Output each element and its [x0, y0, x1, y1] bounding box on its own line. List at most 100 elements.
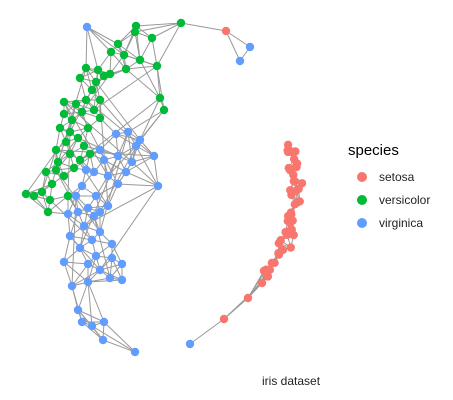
node-setosa: [295, 197, 304, 206]
chart-caption: iris dataset: [262, 374, 321, 388]
node-virginica: [103, 171, 113, 181]
node-setosa: [286, 185, 295, 195]
graph-edge: [69, 211, 79, 237]
node-setosa: [221, 26, 231, 36]
node-virginica: [130, 347, 140, 357]
node-virginica: [91, 191, 101, 201]
legend-key-virginica: [357, 217, 367, 228]
legend-title: species: [348, 142, 399, 159]
node-versicolor: [43, 207, 53, 217]
node-virginica: [121, 167, 131, 177]
node-versicolor: [147, 33, 157, 43]
legend-key-setosa: [357, 171, 367, 182]
graph-edge: [153, 155, 159, 187]
node-versicolor: [87, 85, 97, 95]
graph-edge: [135, 145, 159, 187]
node-versicolor: [29, 191, 39, 201]
node-versicolor: [75, 73, 85, 83]
graph-edge: [86, 26, 119, 45]
graph-edge: [117, 43, 141, 61]
graph-edge: [151, 22, 182, 39]
node-virginica: [99, 155, 109, 165]
node-versicolor: [159, 105, 169, 115]
node-setosa: [289, 176, 299, 186]
node-versicolor: [89, 105, 99, 115]
legend-label-virginica: virginica: [379, 215, 424, 230]
node-versicolor: [59, 109, 69, 119]
node-virginica: [65, 231, 75, 241]
node-virginica: [95, 207, 105, 217]
node-versicolor: [135, 55, 145, 65]
graph-edge: [125, 65, 158, 70]
node-virginica: [245, 42, 255, 52]
node-setosa: [261, 265, 271, 274]
node-virginica: [185, 339, 195, 349]
node-virginica: [71, 191, 81, 201]
node-virginica: [87, 321, 97, 331]
graph-edge: [63, 101, 109, 177]
graph-edge: [85, 26, 88, 69]
node-virginica: [123, 127, 133, 137]
node-virginica: [95, 265, 105, 275]
node-virginica: [127, 157, 137, 167]
legend-item-virginica: virginica: [348, 211, 448, 234]
node-versicolor: [152, 61, 162, 71]
graph-edge: [69, 235, 101, 271]
graph-edge: [77, 309, 105, 323]
node-versicolor: [47, 179, 57, 189]
graph-edge: [87, 281, 105, 323]
edge-layer: [25, 22, 303, 353]
node-setosa: [289, 154, 299, 164]
node-versicolor: [93, 65, 103, 75]
graph-edge: [156, 22, 182, 67]
graph-edge: [180, 22, 227, 32]
node-setosa: [281, 227, 290, 237]
node-versicolor: [131, 21, 141, 31]
node-virginica: [111, 129, 121, 139]
graph-edge: [63, 101, 133, 163]
node-versicolor: [155, 93, 165, 103]
node-virginica: [95, 145, 105, 155]
node-versicolor: [21, 189, 31, 199]
graph-edge: [79, 155, 119, 249]
graph-edge: [151, 37, 158, 67]
graph-edge: [99, 99, 129, 133]
graph-edge: [75, 103, 119, 185]
node-versicolor: [63, 191, 73, 201]
graph-edge: [87, 255, 97, 283]
node-versicolor: [75, 155, 85, 165]
legend: species setosa versicolor virginica: [348, 142, 448, 234]
node-setosa: [219, 314, 229, 324]
node-versicolor: [99, 71, 109, 81]
node-versicolor: [65, 127, 75, 137]
node-versicolor: [81, 95, 91, 105]
node-setosa: [243, 293, 253, 303]
node-versicolor: [37, 187, 47, 197]
node-virginica: [131, 141, 141, 151]
node-versicolor: [45, 195, 55, 205]
node-versicolor: [77, 107, 87, 117]
graph-edge: [79, 97, 161, 161]
graph-edge: [25, 183, 53, 195]
legend-label-setosa: setosa: [379, 169, 415, 184]
graph-edge: [156, 65, 165, 111]
node-setosa: [276, 236, 285, 245]
graph-edge: [125, 155, 155, 173]
node-virginica: [82, 22, 92, 32]
node-versicolor: [55, 123, 65, 133]
node-setosa: [286, 147, 295, 156]
node-setosa: [267, 258, 277, 268]
node-virginica: [107, 239, 117, 249]
graph-edge: [127, 109, 165, 133]
node-virginica: [77, 317, 87, 327]
graph-edge: [25, 193, 49, 213]
node-versicolor: [106, 47, 116, 57]
node-versicolor: [85, 149, 95, 159]
node-virginica: [77, 181, 87, 191]
graph-edge: [91, 325, 136, 353]
graph-edge: [135, 22, 182, 27]
node-versicolor: [73, 133, 83, 143]
node-versicolor: [67, 115, 77, 125]
node-virginica: [59, 257, 69, 267]
